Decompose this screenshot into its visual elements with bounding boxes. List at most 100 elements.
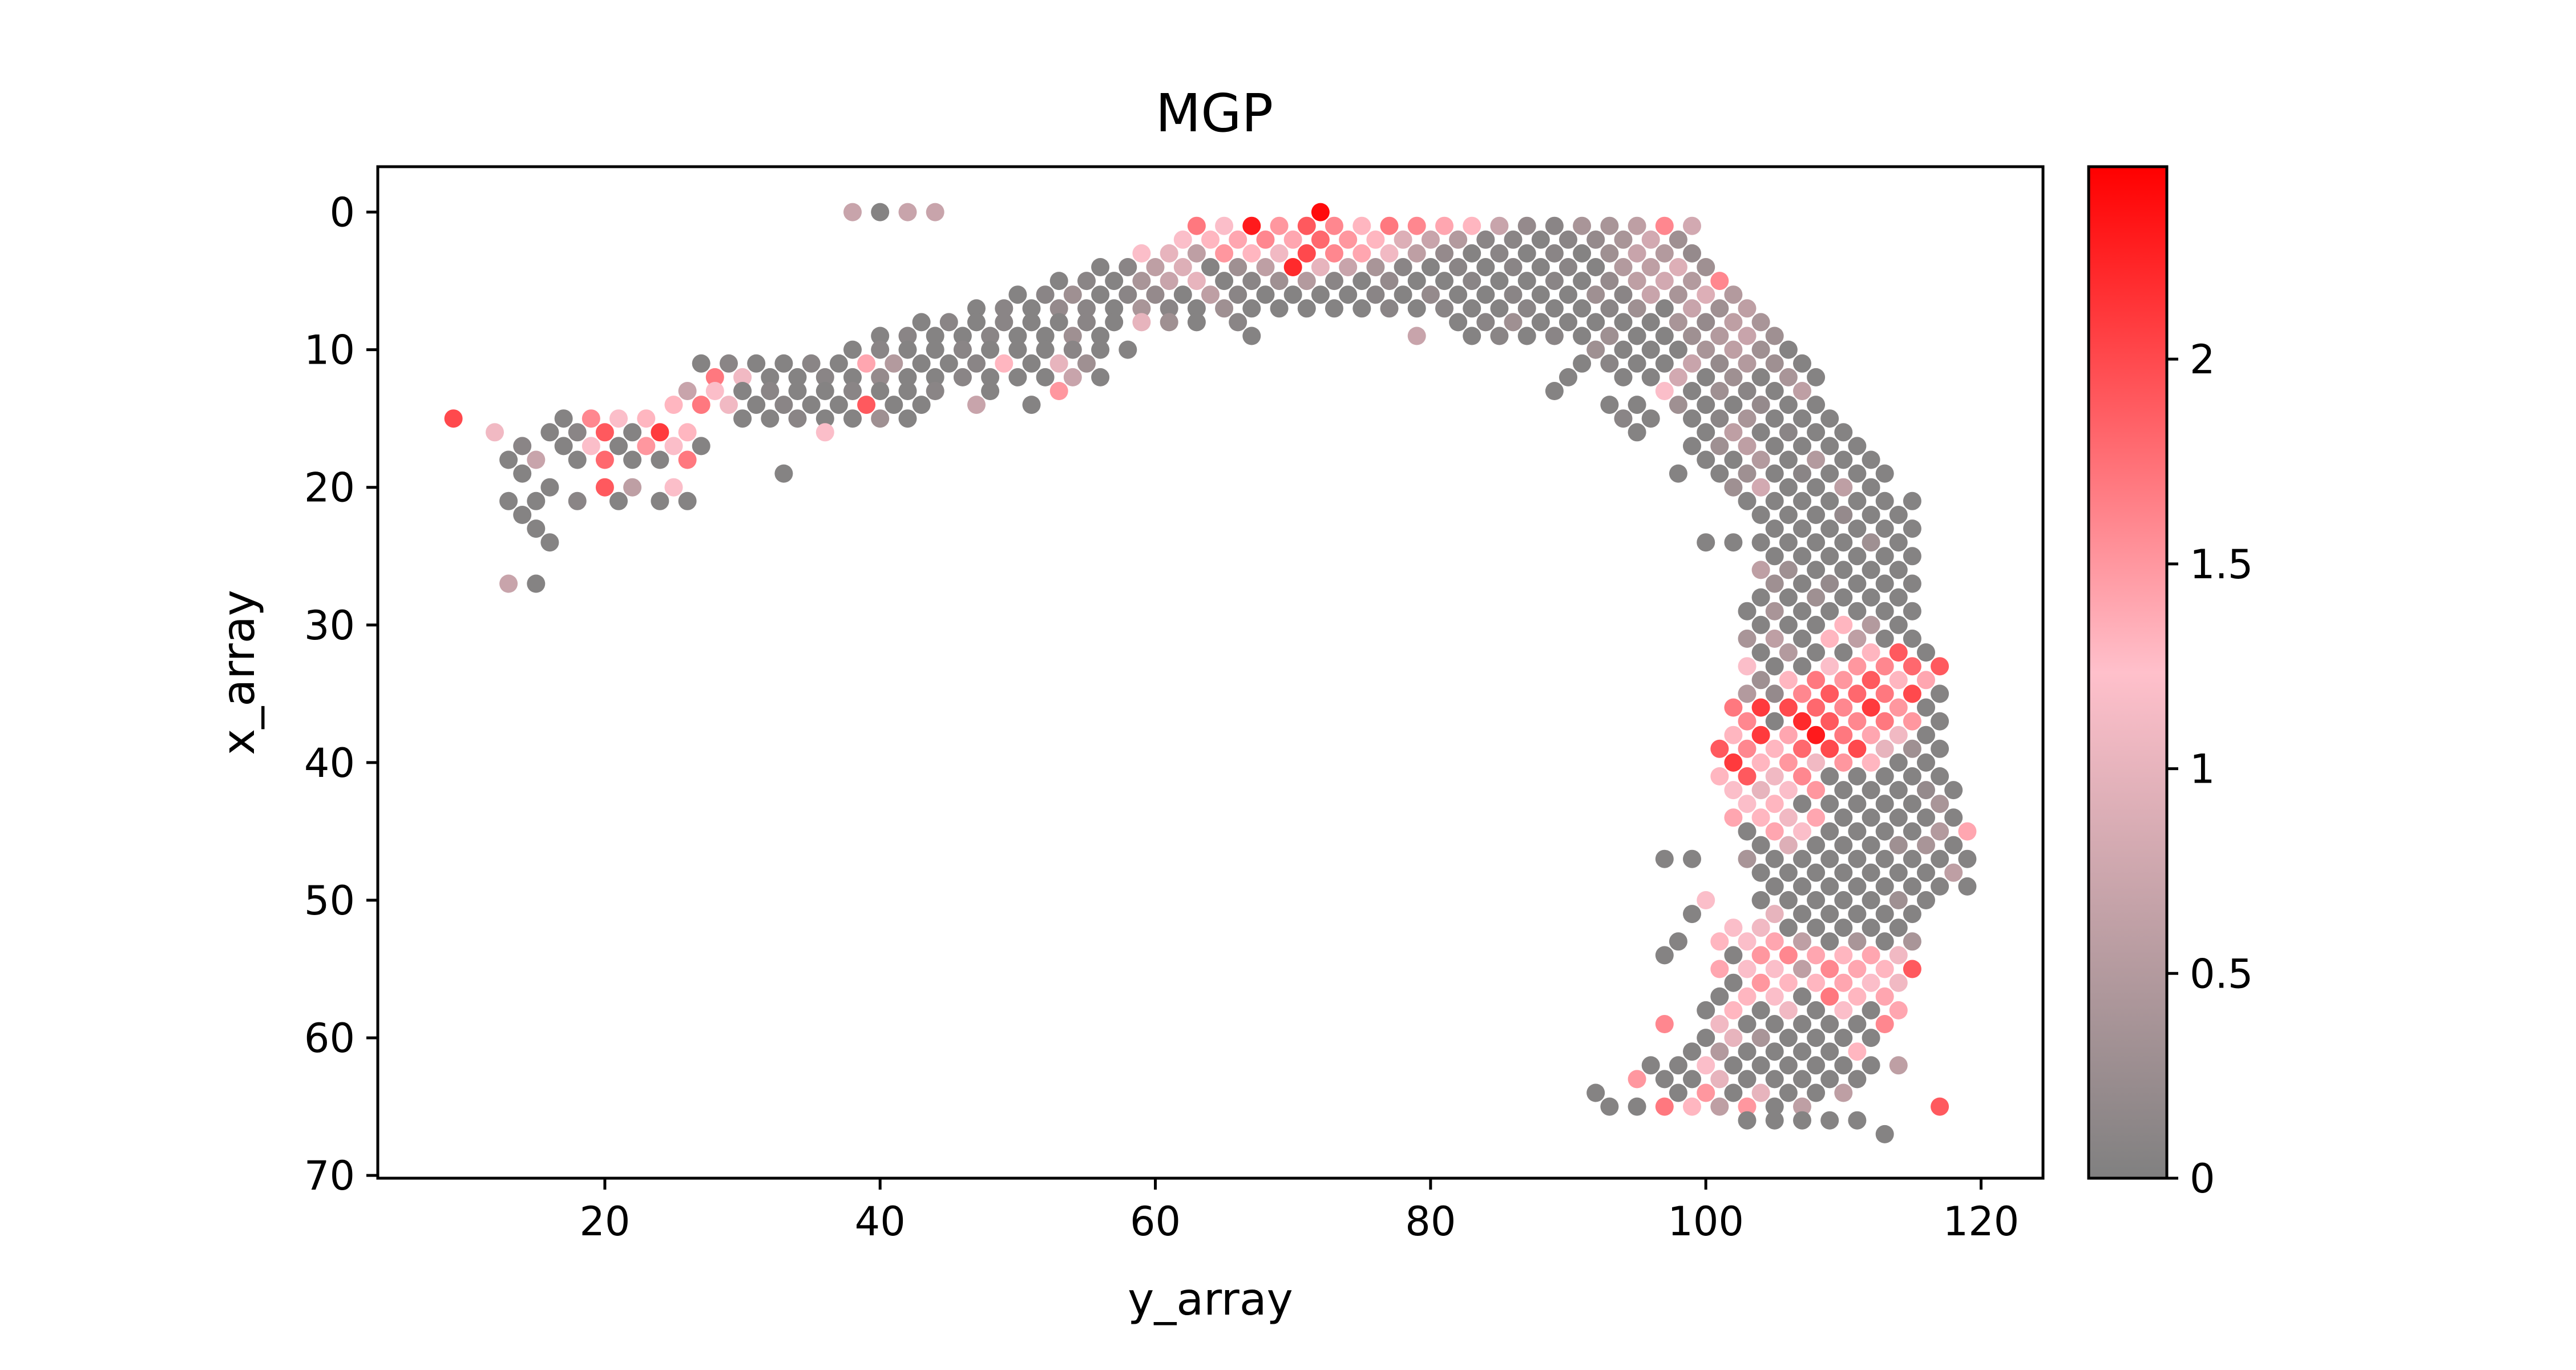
data-point [1132, 244, 1151, 263]
data-point [1710, 437, 1729, 456]
data-point [1669, 1083, 1687, 1102]
data-point [1655, 1097, 1674, 1116]
data-point [1641, 230, 1660, 249]
data-point [1517, 299, 1536, 318]
data-point [1545, 244, 1564, 263]
data-point [1201, 258, 1220, 276]
data-point [1394, 258, 1412, 276]
data-point [1738, 795, 1757, 813]
data-point [912, 313, 931, 332]
data-point [1848, 602, 1867, 620]
data-point [1793, 437, 1811, 456]
data-point [1917, 753, 1935, 772]
data-point [1807, 781, 1826, 800]
data-point [1600, 272, 1619, 291]
data-point [1407, 327, 1426, 345]
data-point [1655, 946, 1674, 965]
data-point [1669, 258, 1687, 276]
data-point [1834, 615, 1853, 634]
data-point [1875, 491, 1894, 510]
data-point [1380, 299, 1399, 318]
data-point [1614, 313, 1633, 332]
data-point [1600, 1097, 1619, 1116]
data-point [1931, 849, 1949, 868]
data-point [1724, 781, 1743, 800]
data-point [1628, 1097, 1646, 1116]
data-point [1421, 230, 1440, 249]
data-point [857, 354, 876, 373]
data-point [1862, 533, 1880, 552]
data-point [1793, 795, 1811, 813]
data-point [595, 450, 614, 469]
data-point [1751, 340, 1770, 359]
data-point [1889, 671, 1908, 690]
data-point [623, 478, 642, 497]
data-point [1710, 987, 1729, 1006]
data-point [1751, 478, 1770, 497]
data-point [692, 437, 710, 456]
data-point [1063, 327, 1082, 345]
data-point [1875, 822, 1894, 841]
data-point [761, 382, 780, 400]
data-point [1063, 368, 1082, 386]
data-point [1738, 409, 1757, 428]
data-point [1889, 643, 1908, 662]
data-point [1820, 1111, 1839, 1130]
data-point [1889, 726, 1908, 744]
data-point [1820, 657, 1839, 676]
data-point [939, 354, 958, 373]
data-point [1848, 795, 1867, 813]
data-point [1724, 450, 1743, 469]
data-point [1242, 216, 1261, 235]
data-point [1710, 409, 1729, 428]
data-point [1641, 313, 1660, 332]
data-point [1600, 396, 1619, 414]
data-point [1889, 1056, 1908, 1075]
data-point [1187, 272, 1206, 291]
data-point [1765, 629, 1784, 648]
data-point [1793, 1097, 1811, 1116]
data-point [1793, 905, 1811, 924]
data-point [1917, 671, 1935, 690]
data-point [1903, 822, 1921, 841]
data-point [1283, 230, 1302, 249]
data-point [1793, 657, 1811, 676]
data-point [595, 478, 614, 497]
data-point [1779, 891, 1798, 909]
data-point [1862, 891, 1880, 909]
data-point [1779, 561, 1798, 579]
data-point [582, 409, 600, 428]
colorbar-tick-label: 2 [2190, 336, 2215, 383]
data-point [1820, 602, 1839, 620]
data-point [1641, 340, 1660, 359]
data-point [1820, 739, 1839, 758]
data-point [1215, 244, 1234, 263]
data-point [1738, 960, 1757, 978]
data-point [1545, 216, 1564, 235]
data-point [1614, 285, 1633, 304]
data-point [1738, 299, 1757, 318]
data-point [1751, 698, 1770, 717]
data-point [1683, 244, 1701, 263]
data-point [981, 340, 1000, 359]
data-point [1875, 877, 1894, 896]
data-point [1600, 327, 1619, 345]
data-point [829, 354, 848, 373]
data-point [1628, 396, 1646, 414]
data-point [1751, 423, 1770, 442]
data-point [1628, 272, 1646, 291]
data-point [1435, 216, 1453, 235]
data-point [1765, 739, 1784, 758]
data-point [1875, 602, 1894, 620]
data-point [1751, 946, 1770, 965]
data-point [1931, 684, 1949, 703]
data-point [1903, 547, 1921, 566]
data-point [1834, 808, 1853, 827]
data-point [1669, 368, 1687, 386]
data-point [1751, 588, 1770, 607]
data-point [1862, 1029, 1880, 1047]
data-point [1738, 849, 1757, 868]
data-point [1352, 216, 1371, 235]
data-point [1751, 836, 1770, 855]
x-tick-label: 60 [1130, 1198, 1181, 1245]
